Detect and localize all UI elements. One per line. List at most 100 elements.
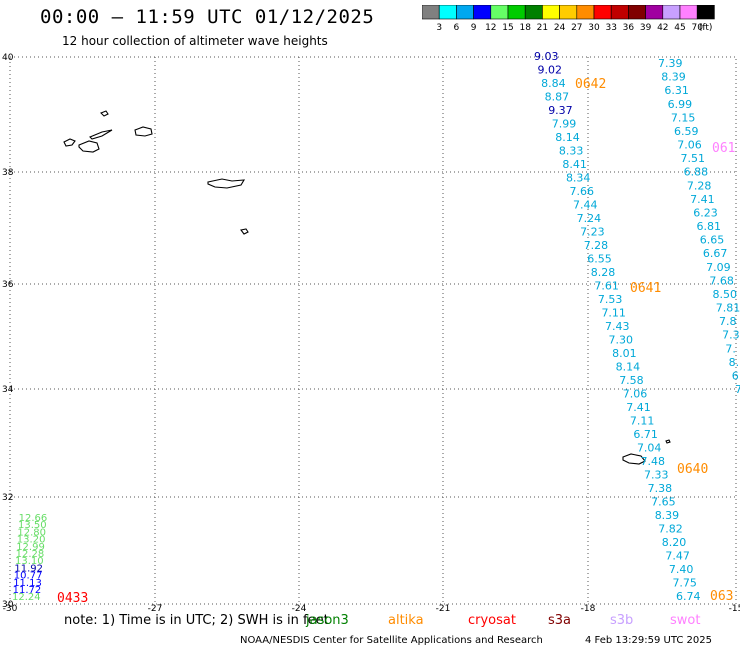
wave-height-label: 7.65 (651, 496, 676, 509)
wave-height-label: 10.77 (14, 571, 43, 582)
wave-height-label: 6.74 (676, 590, 701, 603)
wave-height-label: 7.82 (658, 523, 683, 536)
wave-height-label: 7 (735, 383, 740, 396)
colorbar-tick-label: 42 (657, 23, 668, 33)
wave-height-label: 6.59 (674, 125, 699, 138)
wave-height-label: 11.92 (14, 563, 43, 574)
wave-height-label: 7.04 (637, 442, 662, 455)
wave-height-label: 7.38 (648, 482, 673, 495)
wave-height-colorbar: 3 6 9 12 15 18 21 24 27 30 33 36 39 42 45 70(ft) (422, 5, 715, 33)
wave-height-label: 7.15 (671, 111, 696, 124)
colorbar-tick-label: 6 (454, 23, 460, 33)
lon-tick-label: -30 (3, 604, 18, 612)
wave-height-label: 7.8 (719, 315, 737, 328)
wave-height-label: 8.14 (555, 131, 580, 144)
wave-height-label: 7.11 (601, 307, 626, 320)
wave-height-label: 7.68 (709, 274, 734, 287)
wave-height-label: 8.01 (612, 347, 637, 360)
wave-height-label: 7.47 (665, 550, 690, 563)
pass-time-tag: 061 (712, 141, 735, 156)
satellite-swot: swot (670, 613, 701, 628)
wave-height-label: 13.50 (18, 520, 47, 531)
wave-height-label: 8.34 (566, 172, 591, 185)
colorbar-tick-label: 45 (674, 23, 685, 33)
wave-height-label: 7.39 (658, 57, 683, 70)
wave-height-label: 12.99 (16, 542, 45, 553)
note-row: note: 1) Time is in UTC; 2) SWH is in fe… (0, 613, 740, 631)
lat-tick-label: 30 (2, 600, 14, 610)
wave-height-label: 8.33 (559, 145, 584, 158)
footer-timestamp: 4 Feb 13:29:59 UTC 2025 (585, 635, 712, 646)
colorbar-tick-label: 3 (436, 23, 442, 33)
wave-height-label: 6.65 (700, 234, 725, 247)
satellite-jason3: jason3 (306, 613, 349, 628)
island-outline (134, 126, 153, 137)
wave-height-label: 8.41 (562, 158, 587, 171)
wave-height-label: 7.44 (573, 199, 598, 212)
wave-height-label: 6.67 (703, 247, 728, 260)
wave-height-label: 7.11 (630, 415, 655, 428)
wave-height-label: 9.02 (538, 64, 563, 77)
island-outline (100, 110, 109, 117)
lat-tick-label: 40 (2, 53, 14, 63)
wave-height-label: 13.20 (17, 535, 46, 546)
wave-height-label: 8.20 (662, 536, 687, 549)
lat-tick-label: 36 (2, 280, 14, 290)
wave-height-label: 8.39 (655, 509, 680, 522)
colorbar-tick-label: 15 (502, 23, 513, 33)
colorbar-tick-label: 27 (571, 23, 582, 33)
footer-credit: NOAA/NESDIS Center for Satellite Applica… (240, 635, 543, 646)
colorbar-tick-label: 36 (623, 23, 635, 33)
colorbar-tick-label: 12 (485, 23, 496, 33)
pass-time-tag: 063 (710, 589, 733, 604)
wave-height-label: 6.55 (587, 253, 612, 266)
pass-time-tag: 0433 (57, 591, 88, 606)
wave-height-label: 7.06 (677, 139, 702, 152)
wave-height-label: 12.28 (16, 549, 45, 560)
wave-height-label: 7.58 (619, 374, 644, 387)
wave-height-label: 7.66 (570, 185, 595, 198)
wave-height-label: 7.75 (672, 577, 697, 590)
map-frame (9, 56, 737, 605)
colorbar-tick-label: 18 (519, 23, 531, 33)
wave-height-label: 9.37 (548, 104, 573, 117)
lon-tick-label: -27 (148, 604, 163, 612)
colorbar-tick-label: 70 (691, 23, 703, 33)
colorbar-tick-label: 21 (537, 23, 548, 33)
wave-height-label: 6.31 (664, 84, 689, 97)
wave-height-label: 7.30 (609, 334, 634, 347)
island-outline (89, 129, 113, 140)
wave-height-label: 6.99 (668, 98, 693, 111)
wave-height-label: 7.24 (577, 212, 602, 225)
wave-height-label: 7.28 (687, 179, 712, 192)
lon-tick-label: -15 (729, 604, 740, 612)
wave-height-label: 7.81 (716, 302, 740, 315)
note-text: note: 1) Time is in UTC; 2) SWH is in fe… (64, 613, 329, 628)
wave-height-label: 8.39 (661, 71, 686, 84)
wave-height-label: 7.51 (680, 152, 705, 165)
wave-height-label: 7. (725, 342, 736, 355)
wave-height-label: 6.81 (697, 220, 722, 233)
lat-tick-label: 34 (2, 385, 14, 395)
colorbar-tick-label: 24 (554, 23, 566, 33)
island-outline (240, 228, 249, 235)
lat-tick-label: 38 (2, 168, 14, 178)
pass-time-tag: 0642 (575, 77, 606, 92)
satellite-s3b: s3b (610, 613, 634, 628)
wave-height-label: 9.03 (534, 50, 559, 63)
wave-height-label: 8.14 (616, 361, 641, 374)
wave-height-label: 6.88 (684, 166, 709, 179)
altimeter-map: 403836343230-30-27-24-21-18-159.039.028.… (2, 50, 740, 612)
wave-height-label: 8. (729, 356, 740, 369)
wave-height-label: 7.41 (690, 193, 715, 206)
wave-height-label: 7.33 (644, 469, 669, 482)
pass-time-tag: 0640 (677, 462, 708, 477)
island-outline (78, 140, 100, 153)
wave-height-label: 7.28 (584, 239, 609, 252)
colorbar-tick-label: 9 (471, 23, 477, 33)
wave-height-label: 7.43 (605, 320, 630, 333)
satellite-s3a: s3a (548, 613, 572, 628)
wave-height-label: 7.23 (580, 226, 605, 239)
wave-height-label: 8.84 (541, 77, 566, 90)
wave-height-label: 7.53 (598, 293, 623, 306)
